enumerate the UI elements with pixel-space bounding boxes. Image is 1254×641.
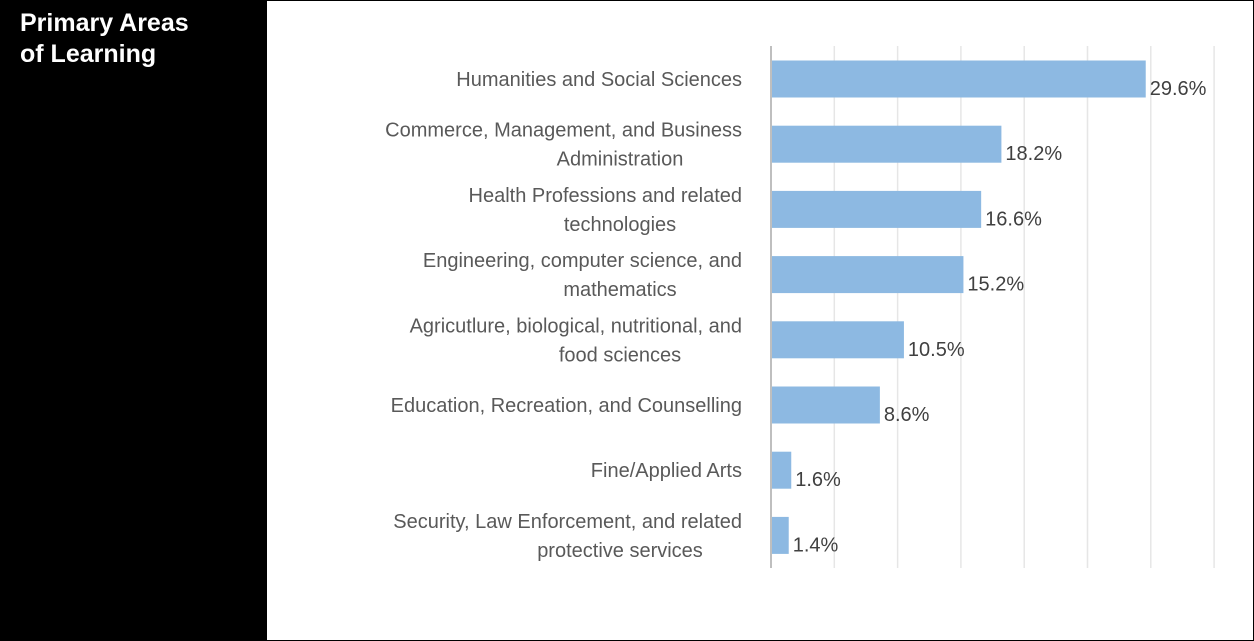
category-label: mathematics	[563, 279, 676, 301]
value-label: 29.6%	[1150, 78, 1207, 100]
category-label: Health Professions and related	[469, 185, 743, 207]
bar	[771, 321, 904, 359]
bar	[771, 190, 982, 228]
side-panel-title-line-1: Primary Areas	[20, 9, 189, 37]
bar	[771, 451, 792, 489]
category-label: food sciences	[559, 344, 681, 366]
category-label: Administration	[557, 149, 684, 171]
value-labels: 29.6% 18.2% 16.6% 15.2% 10.5% 8.6% 1.6% 1.4%	[793, 78, 1207, 556]
value-label: 15.2%	[967, 274, 1024, 296]
category-labels: Humanities and Social Sciences Commerce, …	[385, 69, 742, 562]
bar	[771, 60, 1146, 98]
value-label: 18.2%	[1005, 143, 1062, 165]
bar	[771, 386, 880, 424]
category-label: Agricutlure, biological, nutritional, an…	[410, 315, 742, 337]
category-label: Humanities and Social Sciences	[456, 69, 742, 91]
side-panel: Primary Areas of Learning	[0, 0, 267, 641]
bar	[771, 516, 789, 554]
gridlines	[833, 46, 1215, 568]
side-panel-title-line-2: of Learning	[20, 40, 157, 68]
bar	[771, 256, 964, 294]
side-panel-title: Primary Areas of Learning	[20, 8, 260, 70]
category-label: technologies	[564, 214, 676, 236]
category-label: Education, Recreation, and Counselling	[391, 395, 742, 417]
value-label: 8.6%	[884, 404, 930, 426]
value-label: 10.5%	[908, 339, 965, 361]
category-label: Commerce, Management, and Business	[385, 120, 742, 142]
value-label: 16.6%	[985, 208, 1042, 230]
category-label: Security, Law Enforcement, and related	[393, 511, 742, 533]
category-label: Fine/Applied Arts	[591, 460, 742, 482]
value-label: 1.4%	[793, 534, 839, 556]
category-label: protective services	[537, 540, 703, 562]
bars	[771, 60, 1146, 554]
value-label: 1.6%	[795, 469, 841, 491]
bar	[771, 125, 1002, 163]
category-label: Engineering, computer science, and	[423, 250, 742, 272]
